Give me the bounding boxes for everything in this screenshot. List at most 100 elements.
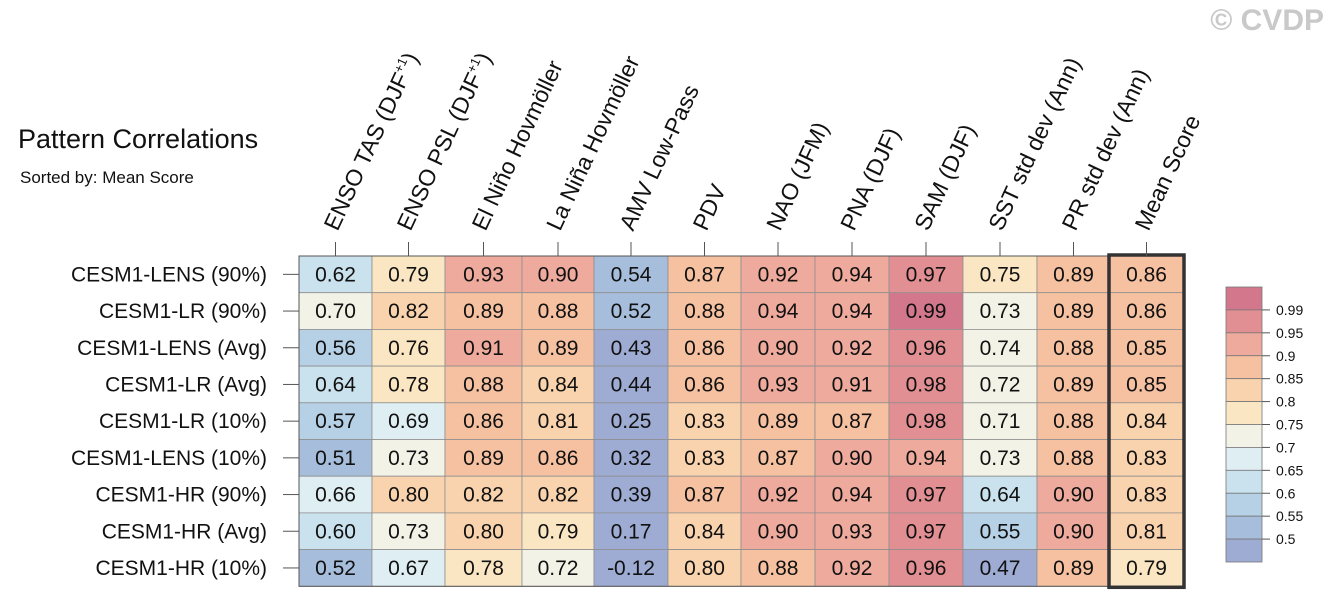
- cell-value: 0.79: [538, 520, 579, 543]
- cell-value: 0.84: [684, 520, 725, 543]
- cell-value: 0.87: [832, 410, 873, 433]
- cell-value: 0.86: [684, 373, 725, 396]
- colorbar-tick-label: 0.8: [1276, 394, 1296, 410]
- cell-value: 0.25: [611, 410, 652, 433]
- cell-value: 0.86: [1126, 263, 1167, 286]
- heatmap-cell: [888, 328, 964, 367]
- cell-value: 0.88: [1053, 447, 1094, 470]
- heatmap-cell: [593, 292, 669, 330]
- heatmap-cell: [740, 512, 816, 551]
- heatmap-cell: [1036, 255, 1111, 294]
- cell-value: 0.78: [388, 373, 429, 396]
- heatmap-cell: [962, 328, 1038, 367]
- heatmap-cell: [1036, 439, 1111, 477]
- heatmap-cell: [962, 365, 1038, 404]
- cell-value: 0.52: [611, 300, 652, 323]
- heatmap-cell: [444, 475, 523, 514]
- cell-value: 0.89: [758, 410, 799, 433]
- cell-value: 0.83: [1126, 447, 1167, 470]
- cell-value: 0.97: [906, 520, 947, 543]
- cell-value: 0.80: [684, 557, 725, 580]
- heatmap-cell: [371, 439, 446, 477]
- heatmap-cell: [593, 475, 669, 514]
- heatmap-cell: [521, 328, 595, 367]
- colorbar-tick-label: 0.6: [1276, 485, 1296, 501]
- cell-value: 0.52: [315, 557, 356, 580]
- colorbar-swatch: [1225, 332, 1263, 357]
- heatmap-cell: [444, 328, 523, 367]
- heatmap-cell: [1109, 402, 1184, 440]
- heatmap-cell: [444, 292, 523, 330]
- heatmap-cell: [1109, 439, 1184, 477]
- cell-value: 0.86: [538, 447, 579, 470]
- cell-value: 0.90: [1053, 484, 1094, 507]
- heatmap-cell: [814, 475, 890, 514]
- cell-value: 0.89: [1053, 263, 1094, 286]
- heatmap-cell: [888, 475, 964, 514]
- cell-value: 0.93: [463, 263, 504, 286]
- cell-value: 0.81: [1126, 520, 1167, 543]
- cell-value: 0.69: [388, 410, 429, 433]
- heatmap-cell: [593, 402, 669, 440]
- cell-value: 0.60: [315, 520, 356, 543]
- cell-value: 0.94: [906, 447, 947, 470]
- heatmap-cell: [888, 292, 964, 330]
- heatmap-cell: [1036, 292, 1111, 330]
- cell-value: 0.54: [611, 263, 652, 286]
- colorbar-swatch: [1225, 538, 1263, 563]
- heatmap-cell: [371, 475, 446, 514]
- cell-value: 0.83: [684, 410, 725, 433]
- row-label: CESM1-LR (10%): [99, 410, 267, 433]
- colorbar-tick-label: 0.5: [1276, 531, 1296, 547]
- row-label: CESM1-LENS (10%): [71, 447, 267, 470]
- heatmap-cell: [298, 402, 373, 440]
- cell-value: 0.90: [538, 263, 579, 286]
- column-label: SAM (DJF): [909, 120, 981, 234]
- heatmap-cell: [444, 439, 523, 477]
- heatmap-cell: [298, 549, 373, 587]
- heatmap-cell: [298, 328, 373, 367]
- colorbar-tick-label: 0.95: [1276, 325, 1303, 341]
- cell-value: 0.51: [315, 447, 356, 470]
- colorbar-swatch: [1225, 447, 1263, 471]
- heatmap-cell: [667, 365, 742, 404]
- heatmap-cell: [814, 549, 890, 587]
- cell-value: 0.93: [832, 520, 873, 543]
- cell-value: 0.97: [906, 484, 947, 507]
- heatmap-cell: [962, 402, 1038, 440]
- colorbar-swatch: [1225, 401, 1263, 425]
- cell-value: 0.64: [315, 373, 356, 396]
- cell-value: 0.17: [611, 520, 652, 543]
- heatmap-cell: [1036, 328, 1111, 367]
- cell-value: 0.97: [906, 263, 947, 286]
- cell-value: 0.62: [315, 263, 356, 286]
- heatmap-cell: [444, 549, 523, 587]
- heatmap-cell: [814, 255, 890, 294]
- cell-value: 0.79: [388, 263, 429, 286]
- cell-value: 0.74: [980, 337, 1021, 360]
- cell-value: 0.93: [758, 373, 799, 396]
- heatmap-cell: [593, 328, 669, 367]
- cell-value: 0.87: [758, 447, 799, 470]
- cell-value: 0.88: [463, 373, 504, 396]
- cell-value: 0.90: [1053, 520, 1094, 543]
- chart-subtitle: Sorted by: Mean Score: [20, 168, 194, 187]
- cell-value: 0.83: [684, 447, 725, 470]
- cell-value: 0.85: [1126, 373, 1167, 396]
- cell-value: 0.98: [906, 373, 947, 396]
- cell-value: 0.39: [611, 484, 652, 507]
- cell-value: 0.43: [611, 337, 652, 360]
- heatmap-cell: [371, 328, 446, 367]
- cell-value: 0.67: [388, 557, 429, 580]
- cell-value: 0.82: [538, 484, 579, 507]
- cell-value: 0.71: [980, 410, 1021, 433]
- cell-value: -0.12: [607, 557, 655, 580]
- cell-value: 0.96: [906, 337, 947, 360]
- cell-value: 0.89: [463, 447, 504, 470]
- heatmap-cell: [521, 292, 595, 330]
- cell-value: 0.80: [388, 484, 429, 507]
- colorbar-tick-label: 0.65: [1276, 462, 1303, 478]
- heatmap-cell: [962, 439, 1038, 477]
- heatmap-cell: [667, 328, 742, 367]
